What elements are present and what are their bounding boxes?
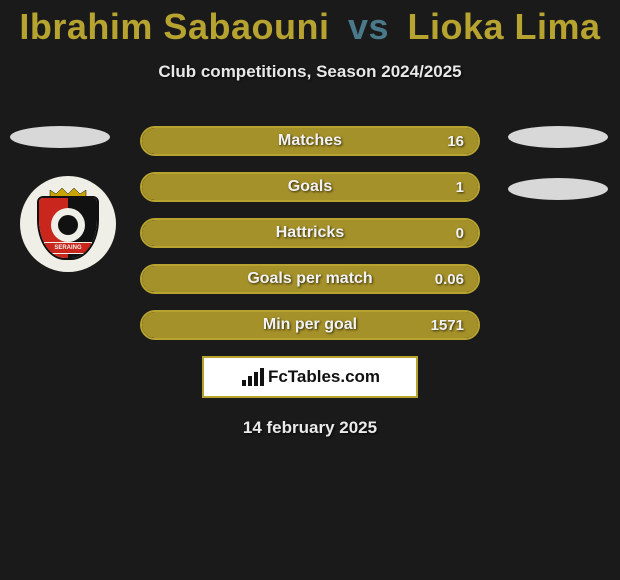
brand-logo-icon bbox=[240, 368, 262, 386]
stat-label: Min per goal bbox=[142, 312, 478, 338]
stat-label: Matches bbox=[142, 128, 478, 154]
content-area: SERAING Matches 16 Goals 1 Hattricks 0 G… bbox=[0, 126, 620, 438]
player2-name: Lioka Lima bbox=[408, 6, 601, 47]
stat-value: 16 bbox=[447, 128, 464, 154]
club-badge: SERAING bbox=[20, 176, 116, 272]
shield-icon: SERAING bbox=[37, 196, 99, 260]
stat-bar: Goals per match 0.06 bbox=[140, 264, 480, 294]
placeholder-ellipse-left bbox=[10, 126, 110, 148]
stat-bar: Min per goal 1571 bbox=[140, 310, 480, 340]
stats-bars: Matches 16 Goals 1 Hattricks 0 Goals per… bbox=[140, 126, 480, 340]
date-text: 14 february 2025 bbox=[0, 418, 620, 438]
stat-label: Goals per match bbox=[142, 266, 478, 292]
placeholder-ellipse-right-2 bbox=[508, 178, 608, 200]
stat-value: 0.06 bbox=[435, 266, 464, 292]
stat-label: Hattricks bbox=[142, 220, 478, 246]
stat-value: 1 bbox=[456, 174, 464, 200]
placeholder-ellipse-right-1 bbox=[508, 126, 608, 148]
stat-bar: Hattricks 0 bbox=[140, 218, 480, 248]
vs-text: vs bbox=[348, 6, 389, 47]
stat-bar: Goals 1 bbox=[140, 172, 480, 202]
brand-text: FcTables.com bbox=[268, 367, 380, 387]
subtitle: Club competitions, Season 2024/2025 bbox=[0, 62, 620, 82]
stat-label: Goals bbox=[142, 174, 478, 200]
stat-value: 1571 bbox=[431, 312, 464, 338]
badge-banner-text: SERAING bbox=[44, 242, 92, 254]
stat-bar: Matches 16 bbox=[140, 126, 480, 156]
comparison-title: Ibrahim Sabaouni vs Lioka Lima bbox=[0, 0, 620, 48]
player1-name: Ibrahim Sabaouni bbox=[19, 6, 329, 47]
brand-box: FcTables.com bbox=[202, 356, 418, 398]
stat-value: 0 bbox=[456, 220, 464, 246]
